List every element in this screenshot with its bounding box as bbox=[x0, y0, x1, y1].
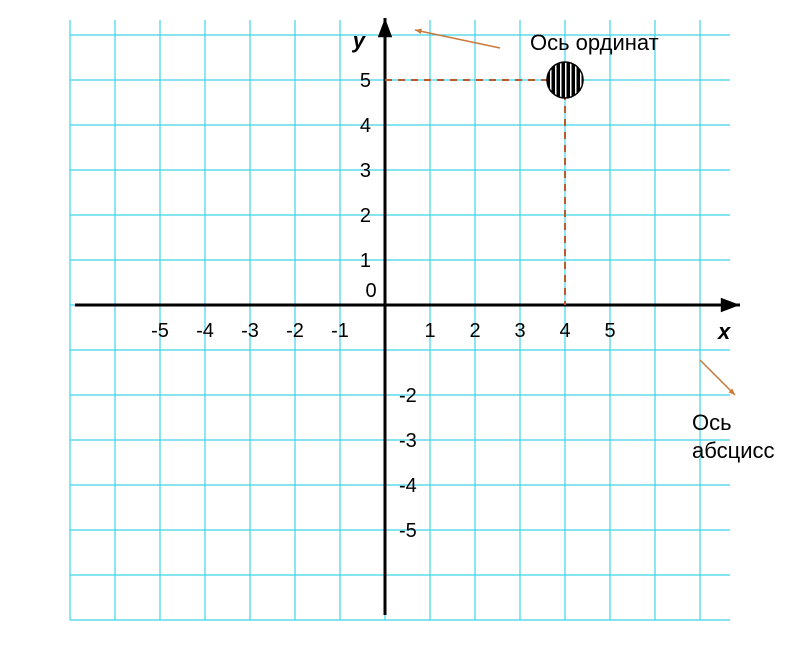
x-tick-label: 5 bbox=[604, 320, 615, 342]
x-axis-label: x bbox=[717, 319, 731, 344]
chart-bg bbox=[0, 0, 800, 645]
x-tick-label: -3 bbox=[241, 320, 259, 342]
x-tick-label: 2 bbox=[469, 320, 480, 342]
y-tick-label: -2 bbox=[399, 385, 417, 407]
y-tick-label: -4 bbox=[399, 475, 417, 497]
plotted-point bbox=[547, 62, 583, 98]
abscissa-axis-label-line2: абсцисс bbox=[692, 438, 774, 463]
y-tick-label: 2 bbox=[360, 205, 371, 227]
x-tick-label: -2 bbox=[286, 320, 304, 342]
y-tick-label: 4 bbox=[360, 115, 371, 137]
coordinate-plane-svg: y x -5 -4 -3 -2 -1 1 2 3 4 5 0 1 2 3 4 5 -2 -3 -4 -5 Ось ордин… bbox=[0, 0, 800, 645]
y-tick-label: 5 bbox=[360, 70, 371, 92]
x-tick-label: 1 bbox=[424, 320, 435, 342]
x-tick-label: 4 bbox=[559, 320, 570, 342]
x-tick-label: 3 bbox=[514, 320, 525, 342]
y-tick-label: -5 bbox=[399, 520, 417, 542]
y-tick-label: 1 bbox=[360, 250, 371, 272]
y-axis-label: y bbox=[352, 28, 367, 53]
chart-container: y x -5 -4 -3 -2 -1 1 2 3 4 5 0 1 2 3 4 5 -2 -3 -4 -5 Ось ордин… bbox=[0, 0, 800, 645]
origin-label: 0 bbox=[365, 280, 376, 302]
abscissa-axis-label-line1: Ось bbox=[692, 410, 732, 435]
y-tick-label: 3 bbox=[360, 160, 371, 182]
x-tick-label: -4 bbox=[196, 320, 214, 342]
y-tick-label: -3 bbox=[399, 430, 417, 452]
ordinate-axis-label: Ось ординат bbox=[530, 30, 659, 55]
x-tick-label: -1 bbox=[331, 320, 349, 342]
x-tick-label: -5 bbox=[151, 320, 169, 342]
